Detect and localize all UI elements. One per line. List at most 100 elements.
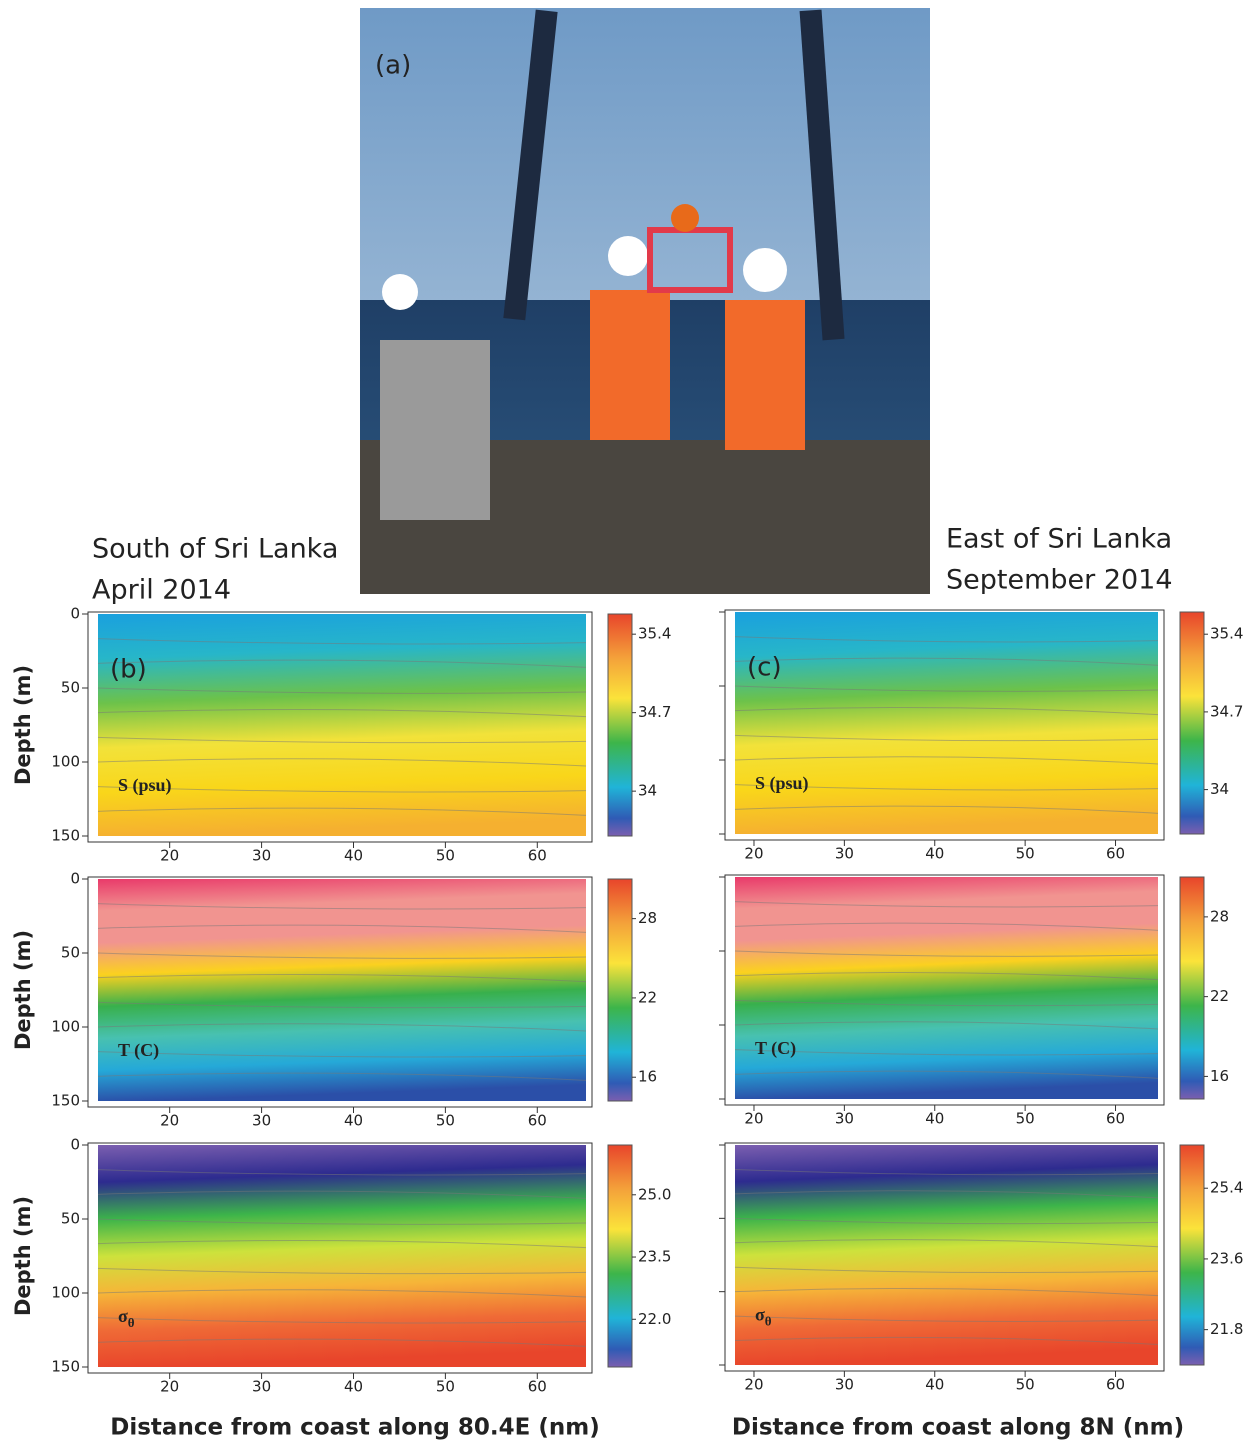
- y-tick-label: 50: [61, 944, 80, 962]
- heading: East of Sri Lanka: [946, 524, 1172, 555]
- contour-line: [734, 1336, 1159, 1346]
- colorbar-tick-label: 16: [1210, 1067, 1229, 1085]
- x-tick-label: 50: [1016, 845, 1035, 863]
- variable-subscript: θ: [128, 1315, 135, 1330]
- x-tick-label: 20: [744, 845, 763, 863]
- x-tick-label: 40: [925, 845, 944, 863]
- colorbar-tick-label: 22.0: [638, 1310, 671, 1328]
- x-tick-label: 50: [436, 1378, 455, 1396]
- contour-line: [734, 657, 1159, 666]
- contour-line: [734, 1021, 1159, 1030]
- contour-line: [734, 999, 1159, 1007]
- contour-line: [97, 687, 587, 694]
- panel-label: (b): [110, 655, 147, 685]
- x-tick-label: 30: [252, 1112, 271, 1130]
- contour-line: [97, 638, 587, 645]
- contour-line: [97, 807, 587, 816]
- contour-field: [98, 1145, 586, 1367]
- x-tick-label: 20: [160, 1378, 179, 1396]
- contour-line: [97, 1169, 587, 1176]
- y-tick-label: 50: [61, 1210, 80, 1228]
- colorbar-tick-label: 23.6: [1210, 1249, 1243, 1267]
- variable-name: σ: [118, 1306, 128, 1326]
- contour-line: [734, 805, 1159, 814]
- contour-line: [97, 1218, 587, 1225]
- variable-name: S (psu): [118, 775, 172, 796]
- contour-field: [735, 877, 1158, 1099]
- contour-line: [97, 1001, 587, 1009]
- contour-line: [97, 1023, 587, 1032]
- colorbar: [1179, 876, 1205, 1100]
- contour-line: [734, 1190, 1159, 1199]
- x-tick-label: 60: [528, 1112, 547, 1130]
- x-tick-label: 40: [344, 1378, 363, 1396]
- contour-line: [734, 1049, 1159, 1056]
- variable-name: T (C): [118, 1040, 159, 1061]
- axes-frame: [87, 1142, 593, 1374]
- x-axis-label: Distance from coast along 80.4E (nm): [110, 1415, 599, 1441]
- colorbar-tick-label: 34: [638, 782, 657, 800]
- y-tick-label: 150: [51, 1358, 80, 1376]
- variable-label: T (C): [118, 1040, 159, 1061]
- x-tick-label: 50: [436, 1112, 455, 1130]
- contour-field: [98, 879, 586, 1101]
- contour-line: [734, 971, 1159, 981]
- variable-subscript: θ: [765, 1314, 772, 1329]
- colorbar: [607, 1144, 633, 1368]
- contour-line: [734, 784, 1159, 791]
- y-axis-label: Depth (m): [11, 665, 35, 785]
- photo: [360, 8, 930, 594]
- colorbar-tick-label: 35.4: [638, 625, 671, 643]
- variable-name: T (C): [755, 1038, 796, 1059]
- contour-line: [97, 903, 587, 910]
- colorbar: [1179, 1144, 1205, 1366]
- variable-name: σ: [755, 1305, 765, 1325]
- contour-line: [97, 1072, 587, 1081]
- colorbar: [1179, 611, 1205, 835]
- axes-frame: [87, 611, 593, 843]
- contour-line: [734, 1217, 1159, 1225]
- x-tick-label: 20: [744, 1376, 763, 1394]
- colorbar-tick-label: 22: [638, 988, 657, 1006]
- colorbar-tick-label: 28: [638, 909, 657, 927]
- contour-field: [735, 612, 1158, 834]
- contour-line: [97, 708, 587, 718]
- colorbar-tick-label: 23.5: [638, 1248, 671, 1266]
- variable-label: T (C): [755, 1038, 796, 1059]
- y-tick-label: 0: [70, 870, 80, 888]
- colorbar: [607, 613, 633, 837]
- x-tick-label: 60: [1106, 1110, 1125, 1128]
- colorbar-tick-label: 21.8: [1210, 1320, 1243, 1338]
- contour-line: [734, 1168, 1159, 1176]
- contour-line: [97, 1190, 587, 1199]
- y-tick-label: 150: [51, 1092, 80, 1110]
- x-tick-label: 40: [925, 1376, 944, 1394]
- colorbar-tick-label: 22: [1210, 987, 1229, 1005]
- x-tick-label: 30: [252, 1378, 271, 1396]
- contour-line: [734, 734, 1159, 742]
- contour-line: [734, 922, 1159, 931]
- x-tick-label: 40: [344, 1112, 363, 1130]
- x-tick-label: 60: [1106, 1376, 1125, 1394]
- axes-frame: [724, 1142, 1165, 1372]
- axes-frame: [724, 609, 1165, 841]
- contour-line: [97, 736, 587, 744]
- y-tick-label: 150: [51, 827, 80, 845]
- x-tick-label: 40: [344, 847, 363, 865]
- contour-line: [97, 924, 587, 933]
- variable-label: S (psu): [755, 773, 809, 794]
- contour-line: [734, 1239, 1159, 1248]
- x-tick-label: 60: [1106, 845, 1125, 863]
- x-tick-label: 30: [835, 1110, 854, 1128]
- colorbar-tick-label: 25.4: [1210, 1179, 1243, 1197]
- contour-line: [734, 950, 1159, 957]
- x-tick-label: 20: [160, 1112, 179, 1130]
- contour-line: [734, 706, 1159, 716]
- colorbar-tick-label: 34.7: [1210, 702, 1243, 720]
- contour-line: [734, 1287, 1159, 1297]
- y-tick-label: 0: [70, 605, 80, 623]
- y-tick-label: 100: [51, 753, 80, 771]
- variable-label: σθ: [755, 1305, 772, 1329]
- y-axis-label: Depth (m): [11, 930, 35, 1050]
